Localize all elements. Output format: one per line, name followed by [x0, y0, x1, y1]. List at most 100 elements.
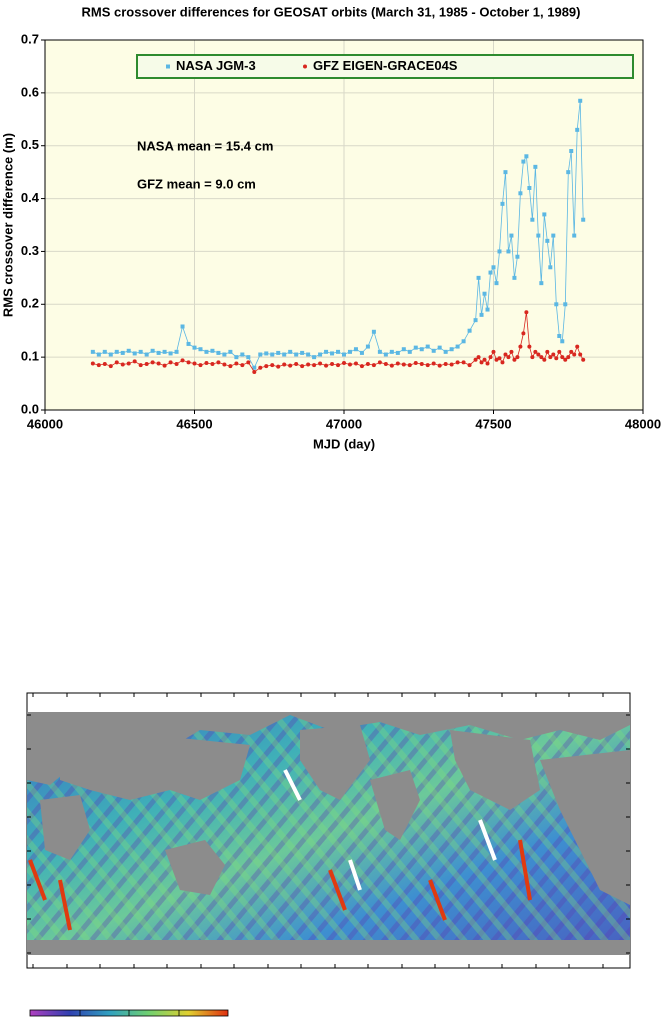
y-tick-label: 0.5	[21, 137, 39, 152]
data-point	[413, 345, 418, 350]
data-point	[276, 364, 281, 369]
data-point	[138, 363, 143, 368]
data-point	[312, 355, 317, 360]
data-point	[120, 350, 125, 355]
data-point	[246, 355, 251, 360]
data-point	[342, 360, 346, 365]
y-tick-label: 0.4	[21, 190, 40, 205]
data-point	[530, 355, 535, 360]
data-point	[443, 362, 448, 367]
y-tick-label: 0.6	[21, 84, 39, 99]
data-point	[336, 349, 341, 354]
data-point	[449, 362, 454, 367]
data-point	[437, 363, 442, 368]
data-point	[551, 233, 556, 238]
data-point	[150, 348, 155, 353]
data-point	[455, 344, 460, 349]
data-point	[156, 350, 161, 355]
data-point	[144, 362, 149, 367]
data-point	[240, 363, 245, 368]
data-point	[228, 349, 233, 354]
data-point	[156, 361, 161, 366]
data-point	[371, 363, 376, 368]
data-point	[336, 363, 341, 368]
x-tick-label: 46000	[27, 416, 63, 431]
x-tick-label: 47000	[326, 416, 362, 431]
land	[40, 795, 90, 860]
data-point	[530, 217, 535, 222]
data-point	[569, 149, 574, 153]
data-point	[288, 363, 293, 368]
data-point	[300, 350, 305, 355]
data-point	[455, 360, 460, 365]
data-point	[198, 363, 203, 368]
data-point	[126, 348, 131, 353]
plot-frame	[44, 39, 644, 411]
data-point	[216, 360, 221, 365]
data-point	[533, 349, 538, 354]
data-point	[180, 324, 185, 329]
data-point	[542, 357, 547, 362]
chart: RMS crossover differences for GEOSAT orb…	[0, 4, 661, 451]
data-point	[162, 349, 167, 354]
data-point	[306, 352, 311, 357]
data-point	[509, 233, 514, 238]
data-point	[581, 217, 586, 222]
data-point	[521, 159, 526, 164]
y-tick-label: 0.2	[21, 296, 39, 311]
data-point	[545, 349, 550, 354]
data-point	[377, 360, 382, 365]
data-point	[467, 328, 472, 333]
map-ticks	[27, 693, 630, 968]
legend-marker	[303, 64, 307, 69]
data-point	[371, 329, 376, 334]
data-point	[377, 349, 382, 354]
data-point	[210, 348, 215, 353]
data-point	[270, 363, 275, 368]
data-point	[518, 344, 523, 349]
data-point	[114, 360, 119, 365]
y-tick-label: 0.7	[21, 31, 39, 46]
data-point	[407, 349, 412, 354]
data-point	[479, 360, 484, 365]
data-point	[536, 352, 541, 357]
data-point	[347, 362, 352, 367]
data-point	[102, 349, 107, 354]
data-point	[557, 334, 562, 338]
data-point	[168, 360, 173, 365]
data-point	[560, 339, 565, 344]
data-point	[234, 355, 239, 360]
data-point	[162, 363, 167, 368]
data-point	[515, 355, 520, 360]
map-figure	[26, 692, 631, 1017]
data-point	[407, 363, 412, 368]
data-point	[554, 356, 559, 361]
data-point	[102, 362, 107, 367]
data-point	[437, 345, 442, 350]
data-point	[488, 270, 493, 275]
data-point	[512, 357, 517, 362]
land	[540, 750, 630, 905]
data-point	[90, 361, 95, 366]
data-point	[527, 186, 532, 190]
data-point	[515, 254, 520, 259]
data-point	[413, 360, 418, 365]
data-point	[563, 357, 568, 362]
data-point	[539, 281, 544, 286]
data-point	[581, 357, 586, 362]
land	[27, 712, 630, 785]
data-point	[461, 360, 466, 365]
data-point	[494, 357, 499, 362]
data-point	[419, 362, 424, 367]
data-point	[473, 357, 478, 362]
data-point	[476, 355, 481, 360]
data-point	[186, 360, 191, 365]
data-point	[485, 361, 490, 366]
data-point	[578, 98, 583, 103]
data-point	[108, 352, 113, 357]
data-point	[557, 349, 562, 354]
data-point	[542, 212, 547, 217]
data-point	[572, 352, 577, 357]
data-point	[506, 355, 511, 360]
y-tick-label: 0.3	[21, 243, 39, 258]
